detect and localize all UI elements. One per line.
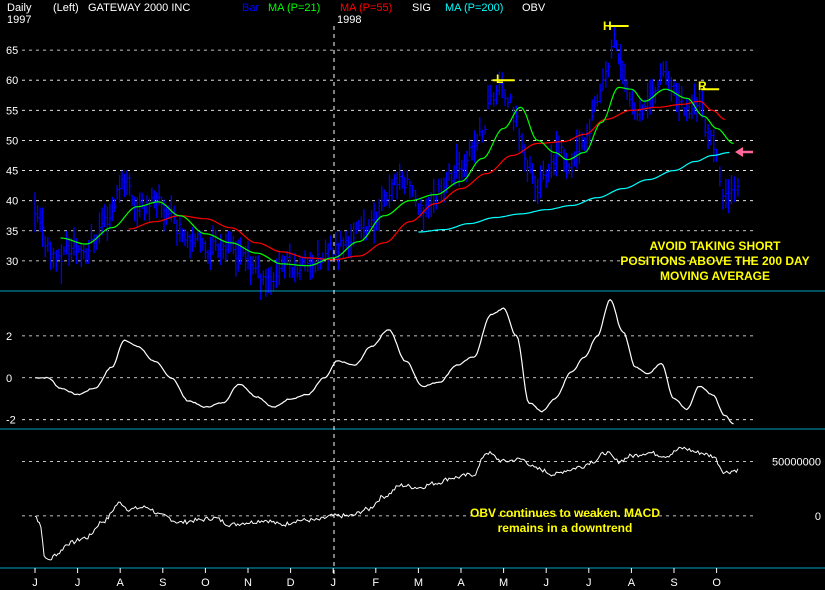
scale-label: (Left)	[53, 2, 79, 14]
x-tick-label: S	[159, 577, 166, 589]
x-tick-label: A	[628, 577, 636, 589]
x-tick-label: J	[543, 577, 549, 589]
obv-annotation: OBV continues to weaken. MACD remains in…	[455, 506, 675, 536]
obv-annotation-line-2: remains in a downtrend	[497, 521, 633, 535]
y-tick-label: 65	[6, 45, 18, 57]
security-name: GATEWAY 2000 INC	[88, 2, 191, 14]
legend-ma21: MA (P=21)	[268, 2, 321, 14]
x-tick-label: O	[201, 577, 210, 589]
price-annotation-line-2: POSITIONS ABOVE THE 200 DAY	[620, 254, 810, 268]
x-tick-label: J	[32, 577, 38, 589]
x-tick-label: F	[372, 577, 379, 589]
x-tick-label: M	[414, 577, 423, 589]
y-tick-label: 60	[6, 75, 18, 87]
y-tick-label: 55	[6, 105, 18, 117]
ma21-line	[60, 86, 734, 267]
legend-ma200: MA (P=200)	[445, 2, 504, 14]
price-annotation: AVOID TAKING SHORT POSITIONS ABOVE THE 2…	[605, 239, 825, 284]
y-tick-label: 0	[815, 511, 821, 523]
legend-bar: Bar	[242, 2, 260, 14]
y-tick-label: 40	[6, 196, 18, 208]
x-tick-label: A	[457, 577, 465, 589]
year-label-1997: 1997	[7, 14, 32, 26]
legend-sig: SIG	[412, 2, 431, 14]
y-tick-label: 30	[6, 256, 18, 268]
arrow-icon	[735, 147, 743, 157]
y-tick-label: 45	[6, 166, 18, 178]
x-tick-label: J	[586, 577, 592, 589]
x-tick-label: J	[330, 577, 336, 589]
price-annotation-line-1: AVOID TAKING SHORT	[649, 239, 781, 253]
pattern-left-shoulder-label: L	[496, 72, 504, 86]
year-label-1998: 1998	[337, 14, 362, 26]
obv-line	[34, 446, 739, 561]
x-tick-label: M	[499, 577, 508, 589]
macd-signal-line	[34, 298, 734, 425]
legend-obv: OBV	[522, 2, 546, 14]
legend-ma55: MA (P=55)	[340, 2, 393, 14]
price-annotation-line-3: MOVING AVERAGE	[659, 269, 770, 283]
x-tick-label: S	[670, 577, 677, 589]
y-tick-label: -2	[6, 415, 16, 427]
x-tick-label: J	[75, 577, 81, 589]
x-tick-label: O	[712, 577, 721, 589]
x-tick-label: D	[287, 577, 295, 589]
y-tick-label: 0	[6, 373, 12, 385]
period-label: Daily	[7, 2, 32, 14]
y-tick-label: 50	[6, 135, 18, 147]
y-tick-label: 35	[6, 226, 18, 238]
pattern-head-label: H	[603, 19, 612, 33]
y-tick-label: 2	[6, 331, 12, 343]
ma200-line	[418, 151, 730, 233]
y-tick-label: 50000000	[772, 456, 821, 468]
x-tick-label: A	[117, 577, 125, 589]
obv-annotation-line-1: OBV continues to weaken. MACD	[469, 506, 661, 520]
ma55-line	[128, 100, 726, 261]
x-tick-label: N	[244, 577, 252, 589]
pattern-right-shoulder-label: R	[698, 79, 707, 93]
